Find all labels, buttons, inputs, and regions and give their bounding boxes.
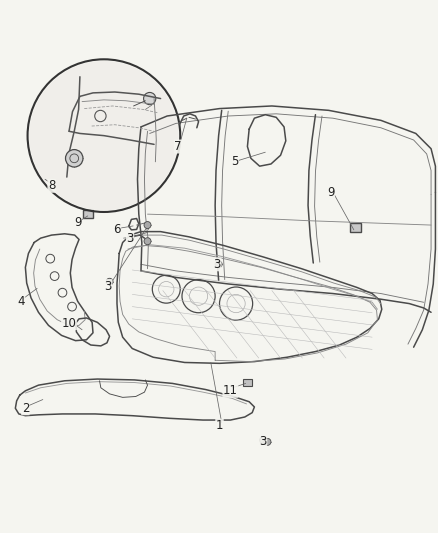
Circle shape [144, 238, 151, 245]
Text: 9: 9 [74, 216, 81, 229]
Circle shape [29, 61, 178, 210]
Circle shape [143, 92, 155, 104]
Text: 1: 1 [215, 419, 223, 432]
Text: 5: 5 [230, 155, 238, 168]
Text: 3: 3 [259, 435, 266, 448]
Circle shape [65, 150, 83, 167]
Circle shape [144, 222, 151, 229]
Text: 3: 3 [213, 258, 220, 271]
Text: 6: 6 [113, 223, 120, 236]
Text: 11: 11 [223, 384, 237, 397]
Circle shape [263, 438, 270, 446]
Text: 3: 3 [126, 232, 134, 245]
Text: 3: 3 [104, 280, 112, 293]
Circle shape [215, 261, 222, 268]
FancyBboxPatch shape [349, 223, 360, 232]
Text: 8: 8 [48, 179, 55, 192]
Text: 10: 10 [61, 317, 76, 330]
Text: 4: 4 [17, 295, 25, 308]
Circle shape [259, 437, 266, 443]
FancyBboxPatch shape [83, 210, 93, 218]
Text: 2: 2 [21, 402, 29, 415]
FancyBboxPatch shape [243, 379, 251, 385]
Circle shape [106, 278, 113, 285]
Text: 7: 7 [174, 140, 181, 153]
Text: 9: 9 [326, 186, 334, 199]
